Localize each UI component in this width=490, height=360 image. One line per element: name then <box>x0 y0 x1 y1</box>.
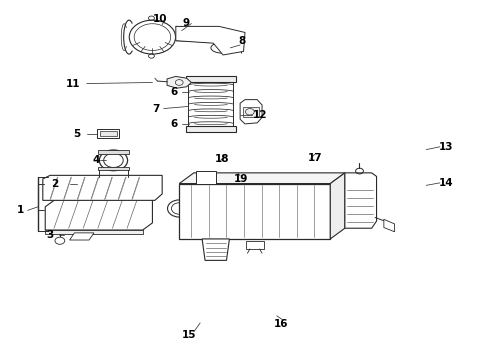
Polygon shape <box>43 175 162 201</box>
Polygon shape <box>345 173 376 228</box>
Polygon shape <box>330 173 345 239</box>
Polygon shape <box>179 173 345 184</box>
Polygon shape <box>167 76 192 88</box>
Text: 16: 16 <box>274 319 289 329</box>
Circle shape <box>55 237 65 244</box>
Polygon shape <box>98 167 129 170</box>
Text: 5: 5 <box>74 129 80 139</box>
Text: 7: 7 <box>153 104 160 113</box>
Polygon shape <box>186 76 236 82</box>
Text: 8: 8 <box>239 36 245 46</box>
Text: 12: 12 <box>252 110 267 120</box>
Polygon shape <box>45 230 143 234</box>
Polygon shape <box>176 26 245 55</box>
Polygon shape <box>243 107 259 117</box>
Polygon shape <box>179 184 330 239</box>
Polygon shape <box>196 171 216 184</box>
Text: 9: 9 <box>183 18 190 28</box>
Text: 19: 19 <box>234 174 248 184</box>
Polygon shape <box>202 239 229 260</box>
Text: 18: 18 <box>214 154 229 164</box>
Text: 6: 6 <box>171 119 178 129</box>
Polygon shape <box>246 241 264 249</box>
Polygon shape <box>186 126 236 132</box>
Polygon shape <box>45 200 152 230</box>
Text: 11: 11 <box>66 78 81 89</box>
Polygon shape <box>240 100 262 124</box>
Polygon shape <box>70 233 94 240</box>
Polygon shape <box>100 131 117 136</box>
Text: 6: 6 <box>171 87 178 97</box>
Text: 4: 4 <box>93 156 100 165</box>
Text: 13: 13 <box>439 142 453 152</box>
Text: 3: 3 <box>47 230 54 240</box>
Text: 1: 1 <box>17 205 24 215</box>
Polygon shape <box>384 219 394 232</box>
Text: 14: 14 <box>439 178 454 188</box>
Text: 10: 10 <box>152 14 167 24</box>
Text: 2: 2 <box>51 179 59 189</box>
Text: 15: 15 <box>182 330 196 341</box>
Text: 17: 17 <box>307 153 322 163</box>
Polygon shape <box>98 129 119 138</box>
Polygon shape <box>98 150 129 154</box>
